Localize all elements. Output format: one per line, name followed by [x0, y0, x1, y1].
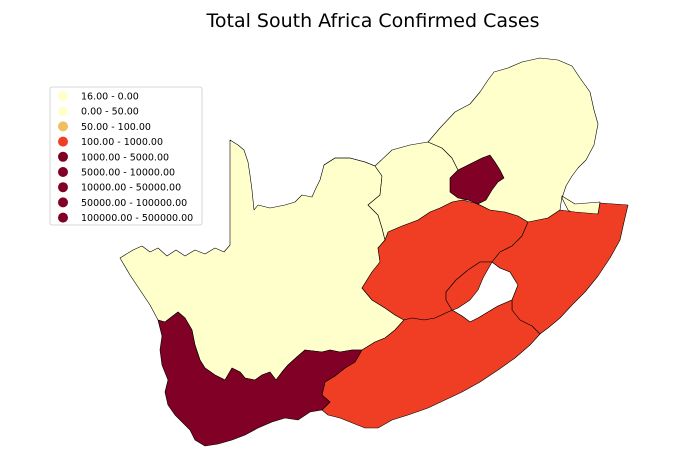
legend-label: 16.00 - 0.00: [81, 92, 139, 103]
legend-marker: [58, 167, 68, 177]
legend-label: 50000.00 - 100000.00: [81, 198, 187, 209]
region-eastern-cape: [321, 261, 541, 429]
region-kwazulu-natal: [491, 202, 629, 335]
region-north-west: [323, 141, 469, 241]
map-title: Total South Africa Confirmed Cases: [206, 10, 540, 32]
legend-label: 5000.00 - 10000.00: [81, 168, 175, 179]
legend-marker: [58, 151, 68, 162]
legend-label: 0.00 - 50.00: [81, 107, 139, 118]
legend-marker: [58, 197, 68, 208]
legend-label: 1000.00 - 5000.00: [81, 152, 169, 163]
province-regions: [119, 57, 629, 447]
legend-marker: [58, 136, 68, 147]
legend-marker: [58, 106, 68, 117]
legend-label: 100000.00 - 500000.00: [81, 213, 193, 224]
legend-marker: [58, 91, 68, 101]
legend-marker: [58, 121, 68, 132]
region-western-cape: [157, 311, 363, 447]
legend-label: 100.00 - 1000.00: [81, 137, 163, 148]
legend: 16.00 - 0.00 0.00 - 50.00 50.00 - 100.00 10…: [49, 86, 203, 226]
legend-marker: [58, 182, 68, 193]
legend-marker: [58, 212, 68, 223]
legend-label: 50.00 - 100.00: [81, 122, 151, 133]
legend-frame: [49, 86, 203, 226]
legend-label: 10000.00 - 50000.00: [81, 183, 181, 194]
